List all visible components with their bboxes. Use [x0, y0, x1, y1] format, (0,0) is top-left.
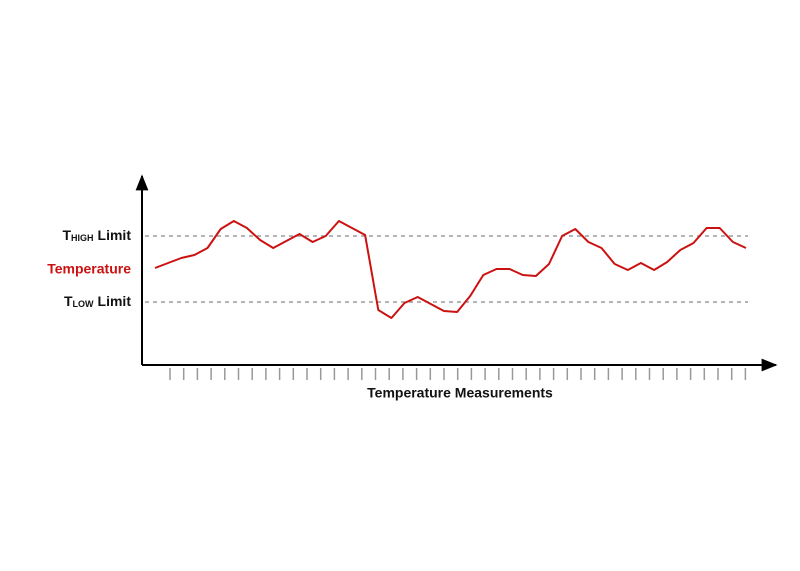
limit-subscript: HIGH [71, 233, 94, 243]
limit-label: THIGH Limit [62, 227, 131, 244]
series-label: Temperature [47, 261, 131, 277]
limit-subscript: LOW [73, 299, 94, 309]
limit-symbol: T [64, 293, 73, 309]
temperature-line [154, 220, 747, 319]
limit-text: Limit [98, 293, 132, 309]
limit-label: TLOW Limit [64, 293, 131, 310]
limit-text: Limit [98, 227, 132, 243]
x-axis-label: Temperature Measurements [367, 385, 553, 401]
limit-symbol: T [62, 227, 71, 243]
